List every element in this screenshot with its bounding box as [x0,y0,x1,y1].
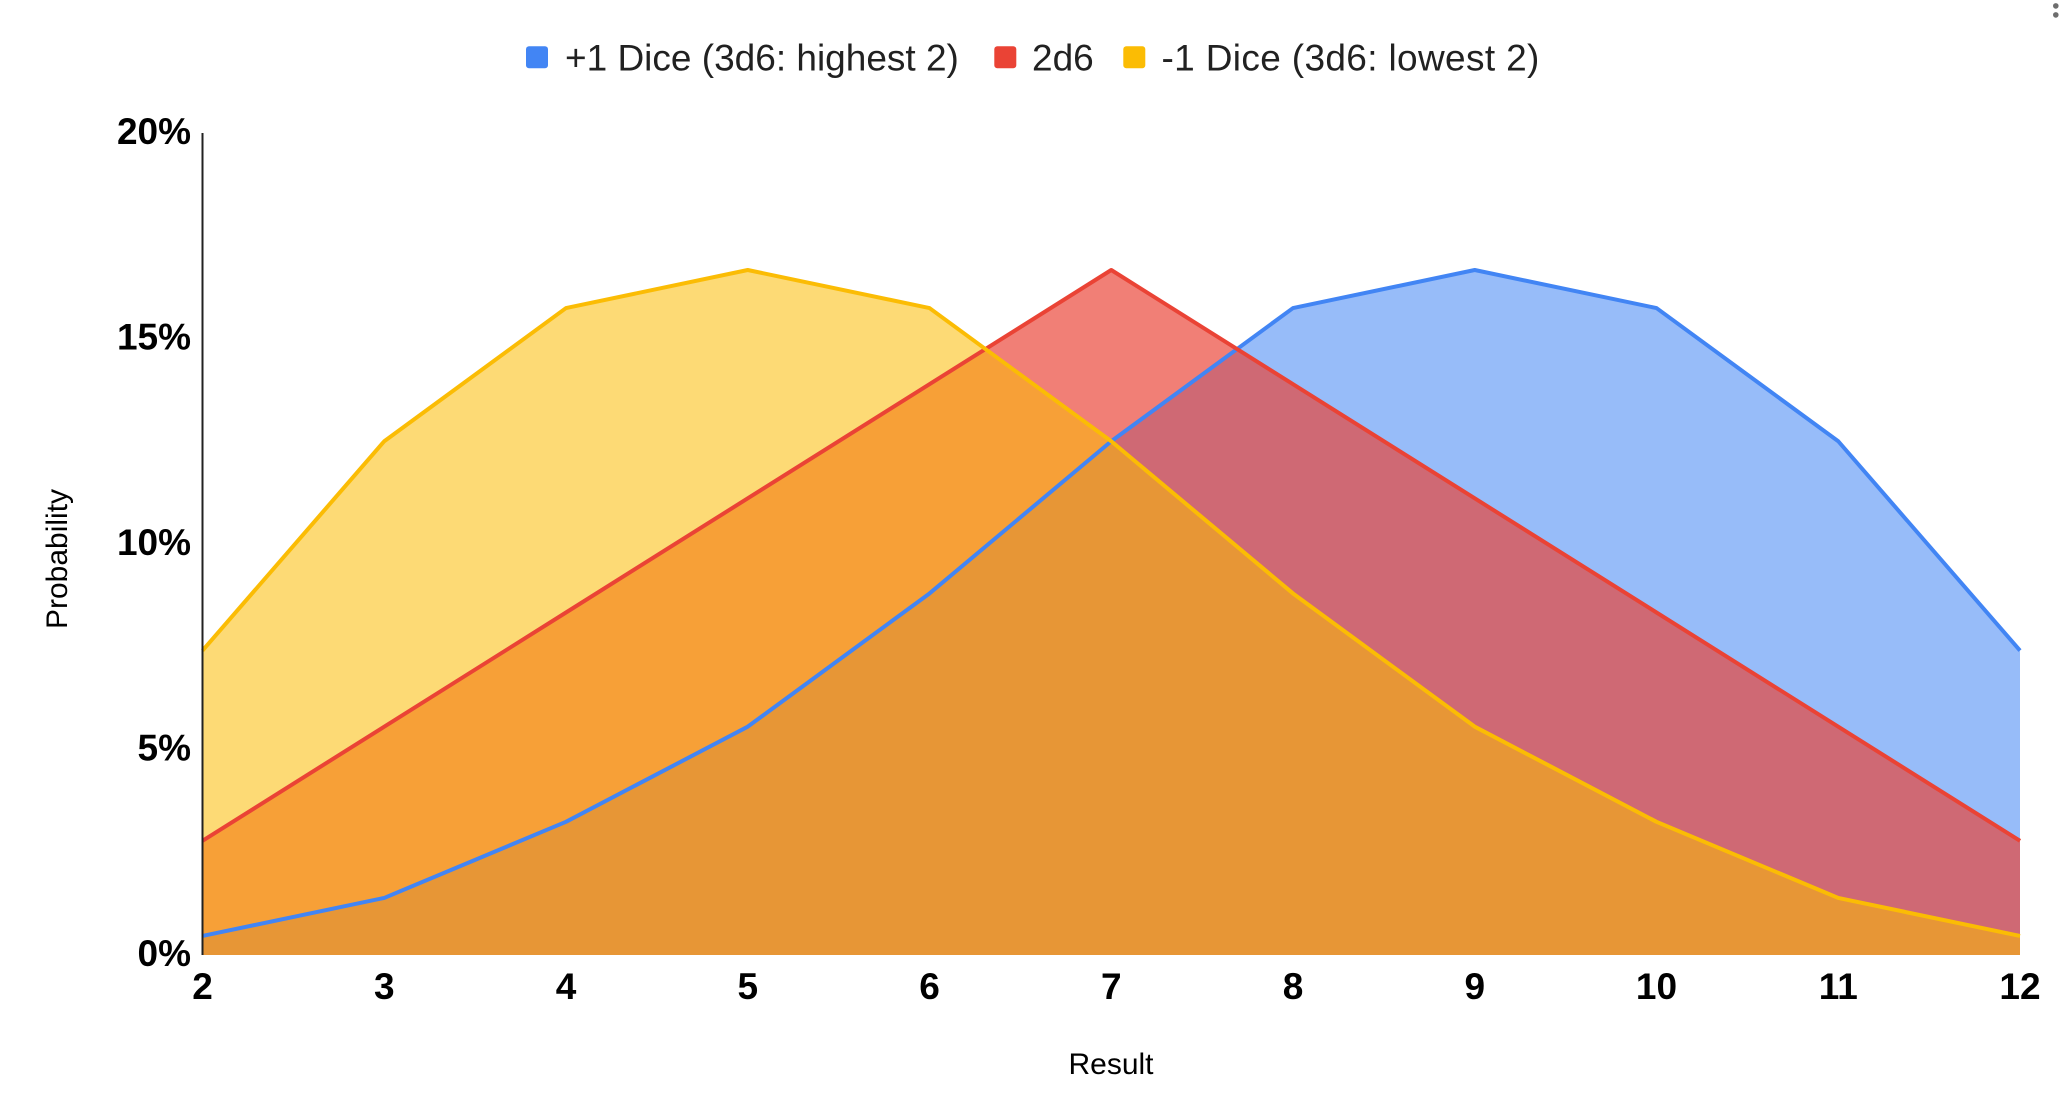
svg-text:Probability: Probability [41,489,74,629]
svg-text:0%: 0% [138,933,191,974]
svg-text:6: 6 [919,966,940,1007]
svg-text:5%: 5% [138,728,191,769]
svg-text:20%: 20% [117,111,191,152]
svg-text:12: 12 [1999,966,2040,1007]
svg-text:10%: 10% [117,522,191,563]
svg-text:+1 Dice (3d6: highest 2): +1 Dice (3d6: highest 2) [565,38,959,79]
svg-text:2d6: 2d6 [1032,38,1094,79]
svg-text:5: 5 [737,966,758,1007]
svg-text:11: 11 [1819,966,1858,1007]
svg-text:3: 3 [374,966,395,1007]
svg-text:8: 8 [1283,966,1304,1007]
svg-text:Result: Result [1068,1048,1154,1081]
svg-text:15%: 15% [117,317,191,358]
svg-text:9: 9 [1464,966,1485,1007]
svg-text:4: 4 [556,966,577,1007]
svg-text:10: 10 [1636,966,1677,1007]
svg-text:2: 2 [192,966,213,1007]
svg-text:7: 7 [1101,966,1122,1007]
svg-text:-1 Dice (3d6: lowest 2): -1 Dice (3d6: lowest 2) [1162,38,1540,79]
